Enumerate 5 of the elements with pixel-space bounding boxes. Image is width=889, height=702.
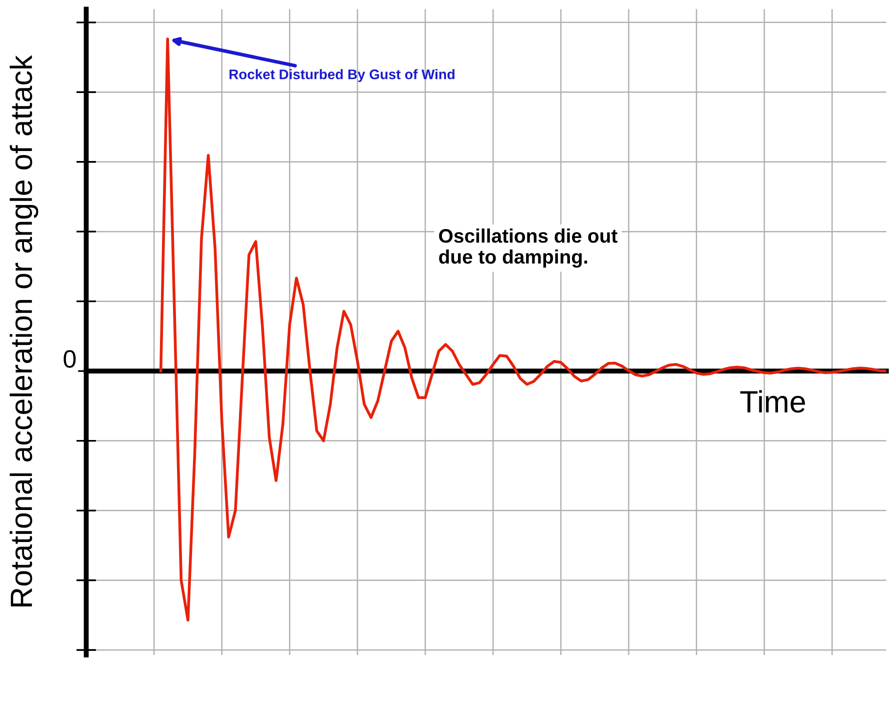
x-axis-title: Time [740,390,805,413]
y-axis-title: Rotational acceleration or angle of attack [10,55,38,606]
annotation: Oscillations die out due to damping. [439,228,618,268]
text: 0 [64,350,76,368]
annotation: Rocket Disturbed By Gust of Wind [230,69,454,82]
